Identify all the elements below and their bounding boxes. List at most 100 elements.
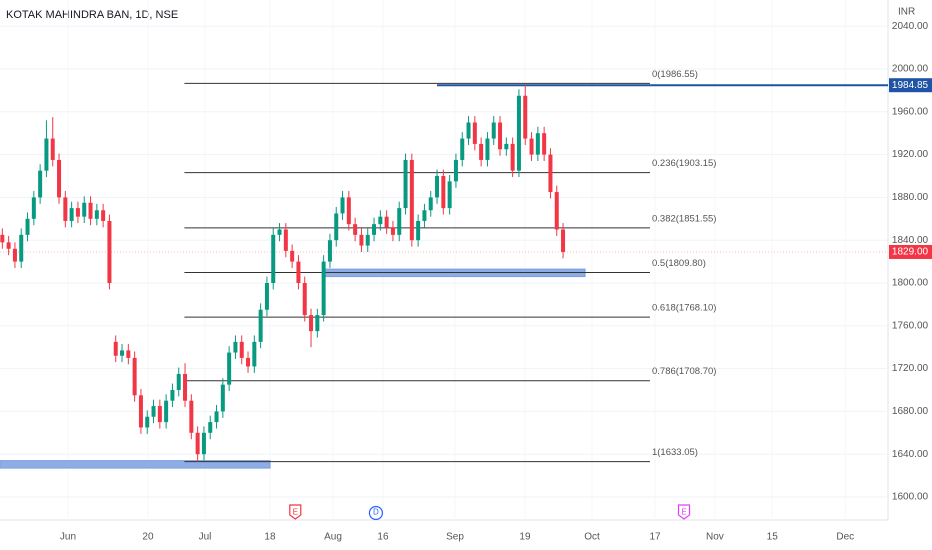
candle-body bbox=[88, 202, 93, 219]
y-tick-label: 1640.00 bbox=[892, 449, 929, 460]
y-tick-label: 1600.00 bbox=[892, 492, 929, 503]
candle-body bbox=[309, 315, 314, 332]
y-tick-label: 1720.00 bbox=[892, 363, 929, 374]
candle-body bbox=[529, 138, 534, 155]
candle-body bbox=[372, 224, 377, 235]
event-label: D bbox=[373, 508, 379, 517]
candle-body bbox=[0, 234, 5, 243]
candle-body bbox=[151, 406, 156, 417]
candle-body bbox=[542, 133, 547, 155]
candle-body bbox=[485, 138, 490, 160]
x-tick-label: 16 bbox=[377, 532, 389, 543]
x-tick-label: 20 bbox=[142, 532, 154, 543]
candle-body bbox=[31, 197, 36, 219]
fib-level-label: 0.618(1768.10) bbox=[652, 303, 716, 314]
candle-body bbox=[397, 208, 402, 235]
candle-body bbox=[422, 210, 427, 221]
candle-body bbox=[277, 229, 282, 235]
candle-body bbox=[57, 159, 62, 198]
candle-body bbox=[510, 143, 515, 171]
candle-body bbox=[315, 315, 320, 332]
fib-level-label: 0.236(1903.15) bbox=[652, 158, 716, 169]
fib-level-label: 0.382(1851.55) bbox=[652, 213, 716, 224]
x-tick-label: Jul bbox=[199, 532, 212, 543]
candle-body bbox=[145, 416, 150, 428]
x-tick-label: 17 bbox=[649, 532, 661, 543]
fib-level-label: 0.5(1809.80) bbox=[652, 258, 706, 269]
y-tick-label: 1840.00 bbox=[892, 235, 929, 246]
y-tick-label: 2040.00 bbox=[892, 21, 929, 32]
candle-body bbox=[466, 122, 471, 139]
candle-body bbox=[214, 411, 219, 423]
x-tick-label: Jun bbox=[60, 532, 76, 543]
x-tick-label: Sep bbox=[446, 532, 464, 543]
candle-body bbox=[453, 159, 458, 182]
candle-body bbox=[101, 210, 106, 221]
last-price-label: 1829.00 bbox=[892, 247, 929, 258]
candle-body bbox=[138, 395, 143, 428]
currency: INR bbox=[898, 7, 915, 18]
y-tick-label: 1920.00 bbox=[892, 149, 929, 160]
candle-body bbox=[283, 229, 288, 251]
y-tick-label: 1760.00 bbox=[892, 320, 929, 331]
candle-body bbox=[246, 357, 251, 367]
zone bbox=[0, 460, 271, 469]
candle-body bbox=[164, 400, 169, 423]
candle-body bbox=[359, 234, 364, 246]
candle-body bbox=[409, 159, 414, 241]
candle-body bbox=[535, 133, 540, 155]
candle-body bbox=[132, 357, 137, 396]
candle-body bbox=[176, 373, 181, 390]
candle-body bbox=[523, 95, 528, 139]
candle-body bbox=[19, 234, 24, 262]
fib-level-label: 1(1633.05) bbox=[652, 447, 698, 458]
y-tick-label: 2000.00 bbox=[892, 64, 929, 75]
candle-body bbox=[498, 122, 503, 150]
candle-body bbox=[170, 390, 175, 401]
candle-body bbox=[271, 234, 276, 283]
y-tick-label: 1680.00 bbox=[892, 406, 929, 417]
candle-body bbox=[189, 400, 194, 433]
candle-body bbox=[50, 138, 55, 160]
candle-body bbox=[365, 234, 370, 246]
candle-body bbox=[157, 406, 162, 423]
candle-body bbox=[25, 218, 30, 235]
x-tick-label: Aug bbox=[324, 532, 342, 543]
candle-body bbox=[94, 210, 99, 219]
event-marker bbox=[289, 504, 302, 520]
candle-body bbox=[548, 154, 553, 193]
candle-body bbox=[208, 422, 213, 433]
candle-body bbox=[321, 261, 326, 316]
candle-body bbox=[195, 432, 200, 455]
event-label: E bbox=[681, 508, 686, 517]
candle-body bbox=[504, 143, 509, 150]
candle-body bbox=[554, 192, 559, 230]
event-label: E bbox=[293, 508, 298, 517]
x-tick-label: Oct bbox=[584, 532, 600, 543]
candle-body bbox=[233, 341, 238, 353]
y-tick-label: 1800.00 bbox=[892, 278, 929, 289]
candle-body bbox=[63, 197, 68, 221]
candle-body bbox=[290, 250, 295, 262]
candle-body bbox=[378, 216, 383, 225]
chart-title: KOTAK MAHINDRA BAN, 1D, NSE bbox=[6, 9, 178, 21]
candle-body bbox=[220, 384, 225, 412]
candle-body bbox=[403, 159, 408, 209]
y-tick-label: 1960.00 bbox=[892, 106, 929, 117]
last-price-tag bbox=[889, 244, 932, 259]
event-marker bbox=[677, 504, 691, 520]
candle-body bbox=[516, 95, 521, 171]
candle-body bbox=[264, 283, 269, 310]
price-line-label: 1984.85 bbox=[892, 80, 929, 91]
candle-body bbox=[75, 208, 80, 217]
candle-body bbox=[435, 176, 440, 198]
candle-body bbox=[113, 341, 118, 356]
candle-body bbox=[472, 122, 477, 144]
event-marker bbox=[368, 505, 384, 521]
candle-body bbox=[69, 208, 74, 221]
candle-body bbox=[479, 143, 484, 160]
candle-body bbox=[6, 242, 11, 249]
candle-body bbox=[12, 248, 17, 262]
candle-body bbox=[201, 432, 206, 455]
